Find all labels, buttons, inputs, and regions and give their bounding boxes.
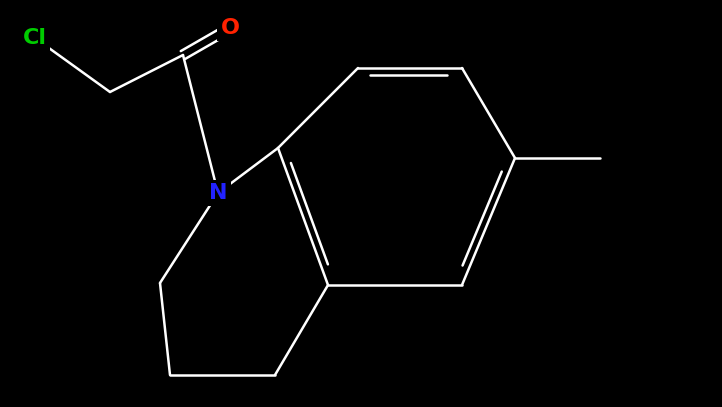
Text: N: N <box>209 183 227 203</box>
Text: O: O <box>220 18 240 38</box>
Text: Cl: Cl <box>23 28 47 48</box>
